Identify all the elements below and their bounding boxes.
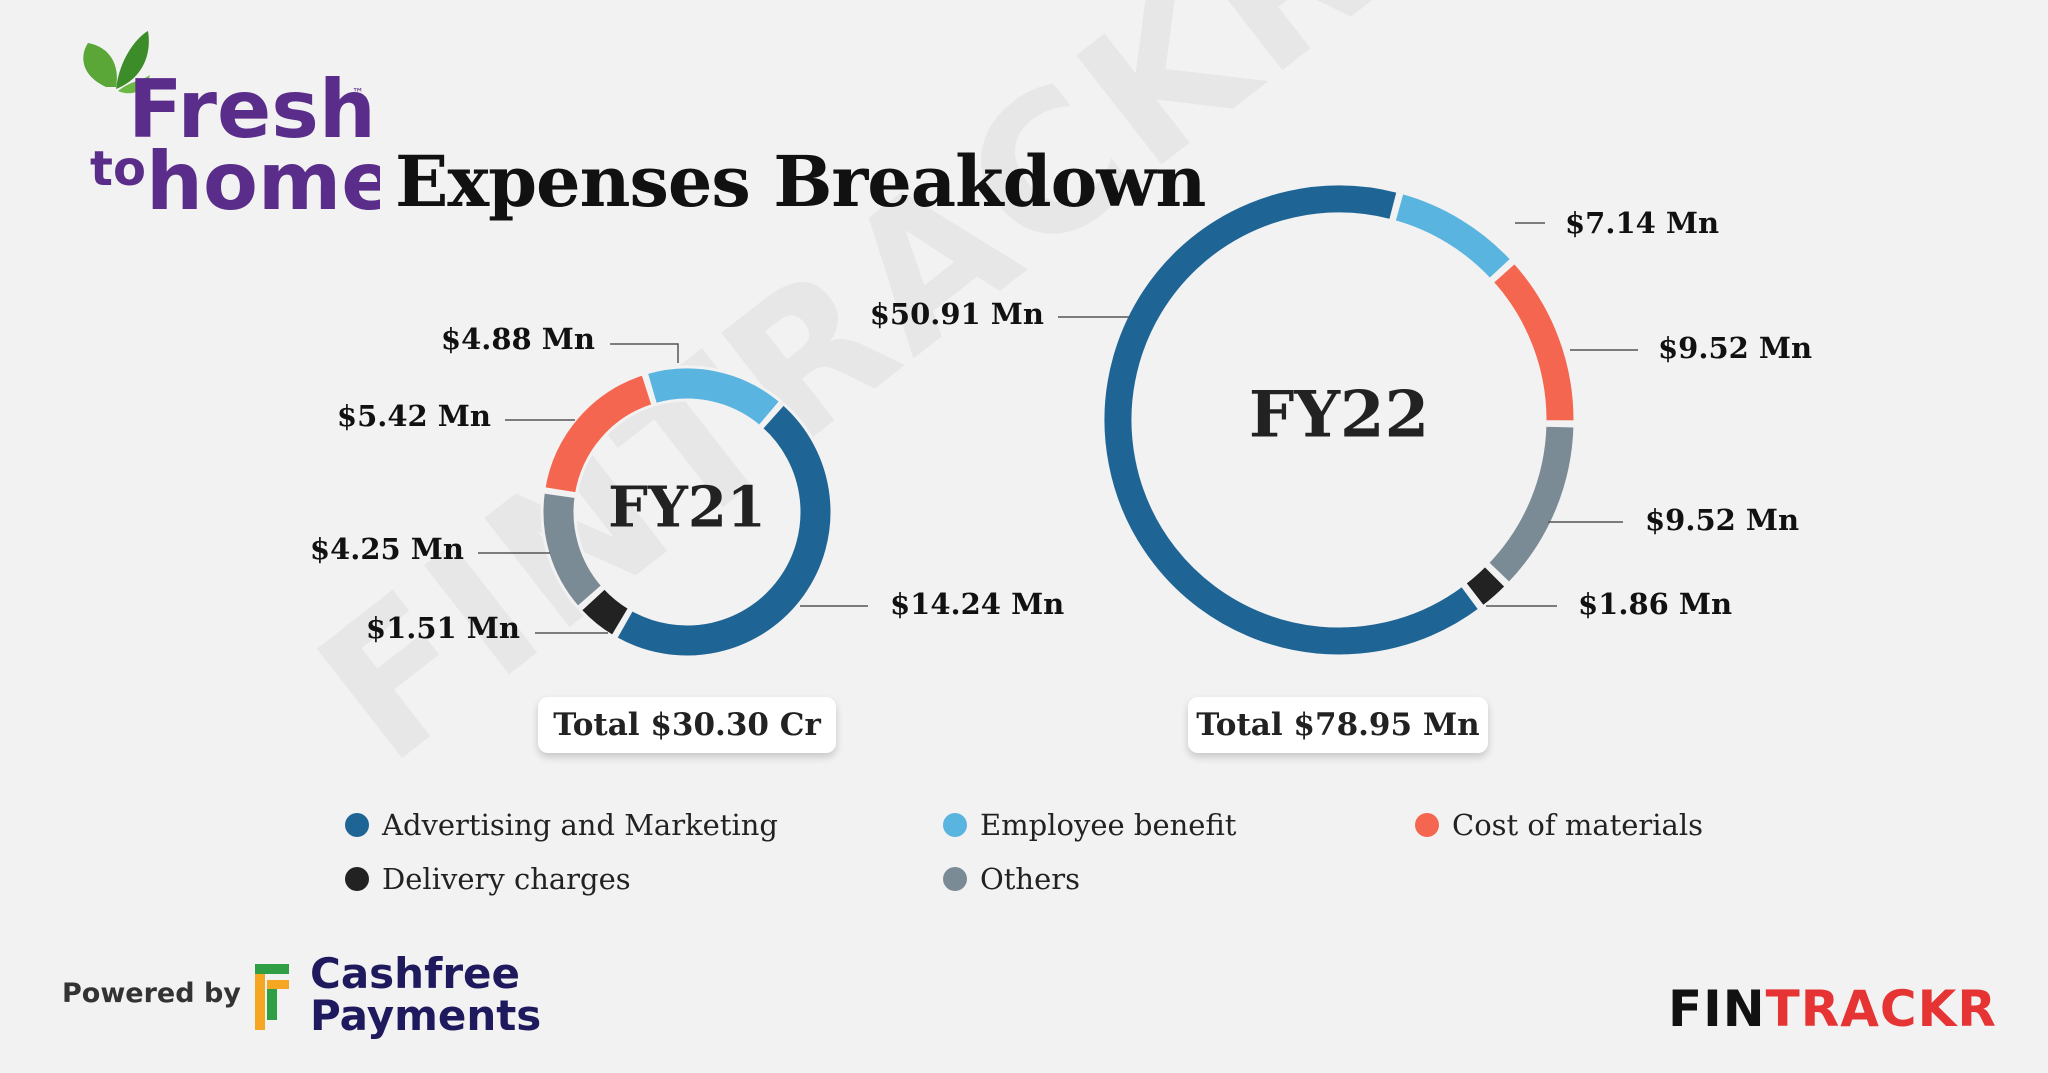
fy21-leader-employee-benefit <box>610 343 679 363</box>
fy21-slice-cost-of-materials <box>542 371 655 496</box>
fy21-slice-employee-benefit <box>644 365 783 429</box>
fy22-value-label-delivery-charges: $1.86 Mn <box>1578 587 1732 621</box>
legend-dot-others <box>943 867 967 891</box>
fy22-center-label: FY22 <box>1249 378 1429 453</box>
fy21-center-label: FY21 <box>608 475 766 541</box>
fy21-value-label-cost-of-materials: $5.42 Mn <box>337 399 491 433</box>
fy21-value-label-advertising-and-marketing: $14.24 Mn <box>890 587 1064 621</box>
fy22-slice-employee-benefit <box>1392 190 1514 282</box>
cashfree-logo-icon <box>255 964 289 1030</box>
fy22-value-label-cost-of-materials: $9.52 Mn <box>1658 331 1812 365</box>
fy21-slice-advertising-and-marketing <box>613 401 834 659</box>
fy21-value-label-others: $4.25 Mn <box>310 532 464 566</box>
brand-name-line1: Fresh <box>128 63 376 156</box>
fintrackr-logo-part2: TRACKR <box>1765 980 1997 1038</box>
fy22-slice-advertising-and-marketing <box>1101 182 1482 658</box>
cashfree-line2: Payments <box>310 991 542 1040</box>
legend-item-delivery: Delivery charges <box>345 862 631 896</box>
legend-item-employee: Employee benefit <box>943 808 1236 842</box>
legend-item-others: Others <box>943 862 1080 896</box>
legend-dot-advertising <box>345 813 369 837</box>
brand-name-to: to <box>90 141 146 197</box>
cashfree-brand: Cashfree Payments <box>310 953 541 1037</box>
leaf-icon <box>83 31 150 94</box>
legend-item-materials: Cost of materials <box>1415 808 1703 842</box>
legend-item-advertising: Advertising and Marketing <box>345 808 778 842</box>
fy21-slice-others <box>540 490 605 610</box>
total-fy22: Total $78.95 Mn <box>1188 697 1488 753</box>
fy21-slice-delivery-charges <box>578 585 632 639</box>
fy22-value-label-employee-benefit: $7.14 Mn <box>1565 206 1719 240</box>
legend-dot-employee <box>943 813 967 837</box>
freshtohome-logo: Fresh ™ to home <box>83 31 380 225</box>
fy21-value-label-employee-benefit: $4.88 Mn <box>441 322 595 356</box>
legend-dot-materials <box>1415 813 1439 837</box>
fy22-value-label-advertising-and-marketing: $50.91 Mn <box>870 297 1044 331</box>
total-fy21: Total $30.30 Cr <box>538 697 836 753</box>
legend-label: Delivery charges <box>382 862 631 896</box>
legend-label: Employee benefit <box>980 808 1237 842</box>
legend-label: Advertising and Marketing <box>382 808 778 842</box>
fintrackr-logo-part1: FIN <box>1668 980 1766 1038</box>
fintrackr-logo: FINTRACKR <box>1668 980 1997 1038</box>
legend-dot-delivery <box>345 867 369 891</box>
cashfree-line1: Cashfree <box>310 949 521 998</box>
legend-label: Others <box>980 862 1081 896</box>
fy22-value-label-others: $9.52 Mn <box>1645 503 1799 537</box>
legend-label: Cost of materials <box>1452 808 1704 842</box>
fy22-slice-cost-of-materials <box>1490 260 1577 424</box>
brand-name-line2: home <box>146 135 380 225</box>
trademark-mark: ™ <box>352 86 364 100</box>
fy22-slice-delivery-charges <box>1462 563 1509 609</box>
fy21-value-label-delivery-charges: $1.51 Mn <box>366 611 520 645</box>
page-title: Expenses Breakdown <box>395 140 1206 223</box>
powered-by-label: Powered by <box>62 978 241 1009</box>
fy22-slice-others <box>1485 423 1577 586</box>
